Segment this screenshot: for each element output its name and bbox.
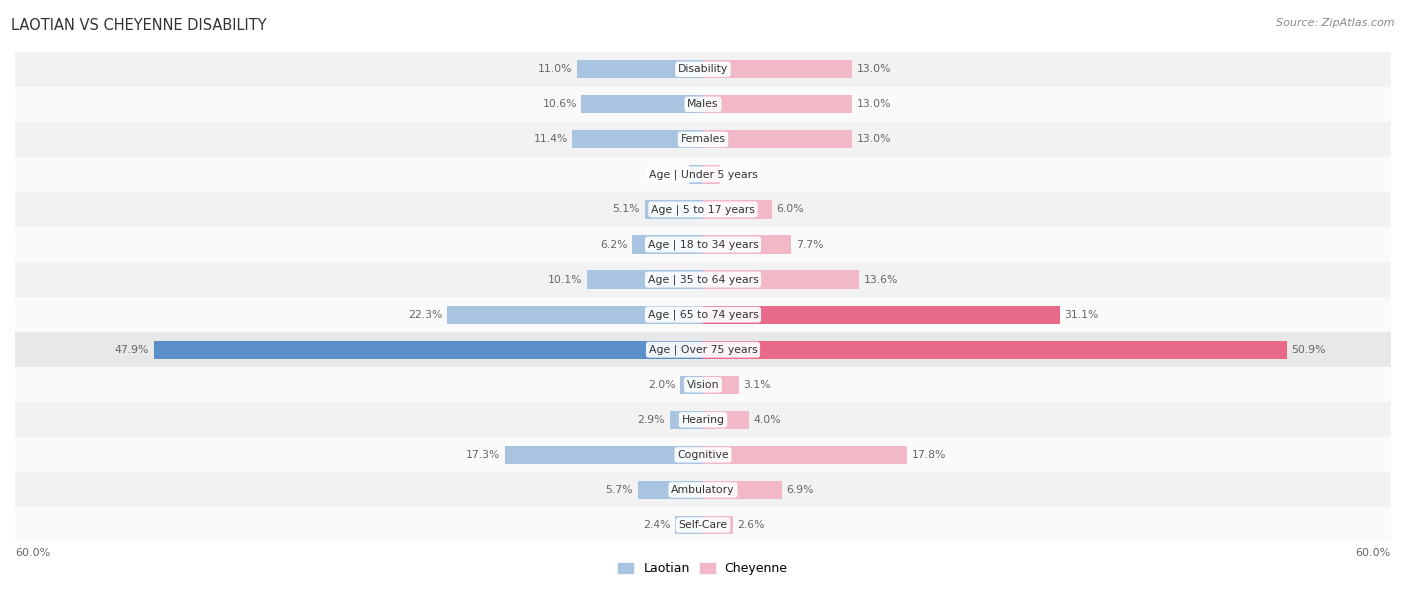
Bar <box>582 95 703 113</box>
Bar <box>703 376 738 394</box>
Text: 2.6%: 2.6% <box>737 520 765 530</box>
Text: 6.0%: 6.0% <box>776 204 804 214</box>
Text: 60.0%: 60.0% <box>1355 548 1391 558</box>
Text: Disability: Disability <box>678 64 728 74</box>
Text: 60.0%: 60.0% <box>15 548 51 558</box>
Bar <box>631 236 703 253</box>
Bar <box>15 262 1391 297</box>
Text: Age | Under 5 years: Age | Under 5 years <box>648 169 758 180</box>
Bar <box>703 271 859 289</box>
Bar <box>669 411 703 429</box>
Bar <box>703 305 1060 324</box>
Bar <box>681 376 703 394</box>
Text: 5.7%: 5.7% <box>606 485 633 495</box>
Text: Source: ZipAtlas.com: Source: ZipAtlas.com <box>1277 18 1395 28</box>
Bar <box>703 516 733 534</box>
Text: Males: Males <box>688 99 718 110</box>
Bar <box>15 157 1391 192</box>
Bar <box>15 438 1391 472</box>
Bar <box>703 95 852 113</box>
Text: 2.9%: 2.9% <box>638 415 665 425</box>
Bar <box>15 297 1391 332</box>
Text: 13.0%: 13.0% <box>856 135 891 144</box>
Bar <box>15 472 1391 507</box>
Bar <box>15 122 1391 157</box>
Text: 47.9%: 47.9% <box>115 345 149 355</box>
Text: Age | 65 to 74 years: Age | 65 to 74 years <box>648 310 758 320</box>
Bar <box>703 446 907 464</box>
Text: 11.4%: 11.4% <box>533 135 568 144</box>
Bar <box>703 236 792 253</box>
Text: 50.9%: 50.9% <box>1291 345 1326 355</box>
Text: 17.8%: 17.8% <box>911 450 946 460</box>
Bar <box>15 367 1391 402</box>
Text: LAOTIAN VS CHEYENNE DISABILITY: LAOTIAN VS CHEYENNE DISABILITY <box>11 18 267 34</box>
Text: 10.1%: 10.1% <box>548 275 582 285</box>
Text: 2.0%: 2.0% <box>648 379 675 390</box>
Text: 7.7%: 7.7% <box>796 239 824 250</box>
Text: 2.4%: 2.4% <box>644 520 671 530</box>
Bar <box>15 52 1391 87</box>
Bar <box>576 60 703 78</box>
Text: 13.6%: 13.6% <box>863 275 898 285</box>
Text: 1.2%: 1.2% <box>657 170 685 179</box>
Bar <box>703 200 772 218</box>
Bar <box>703 340 1286 359</box>
Text: Hearing: Hearing <box>682 415 724 425</box>
Text: Self-Care: Self-Care <box>679 520 727 530</box>
Bar <box>15 192 1391 227</box>
Text: 22.3%: 22.3% <box>408 310 443 319</box>
Text: 31.1%: 31.1% <box>1064 310 1098 319</box>
Bar <box>572 130 703 149</box>
Text: 3.1%: 3.1% <box>744 379 770 390</box>
Text: Females: Females <box>681 135 725 144</box>
Bar <box>675 516 703 534</box>
Bar <box>703 411 749 429</box>
Bar <box>638 481 703 499</box>
Bar <box>153 340 703 359</box>
Bar <box>703 130 852 149</box>
Text: Ambulatory: Ambulatory <box>671 485 735 495</box>
Text: Vision: Vision <box>686 379 720 390</box>
Text: 1.5%: 1.5% <box>724 170 752 179</box>
Bar <box>15 87 1391 122</box>
Text: 10.6%: 10.6% <box>543 99 576 110</box>
Bar <box>15 402 1391 438</box>
Text: 4.0%: 4.0% <box>754 415 782 425</box>
Legend: Laotian, Cheyenne: Laotian, Cheyenne <box>613 558 793 580</box>
Bar <box>588 271 703 289</box>
Bar <box>15 332 1391 367</box>
Text: 13.0%: 13.0% <box>856 64 891 74</box>
Bar <box>703 60 852 78</box>
Bar <box>15 507 1391 542</box>
Text: Age | Over 75 years: Age | Over 75 years <box>648 345 758 355</box>
Text: 5.1%: 5.1% <box>613 204 640 214</box>
Text: 6.9%: 6.9% <box>787 485 814 495</box>
Bar <box>505 446 703 464</box>
Text: Age | 18 to 34 years: Age | 18 to 34 years <box>648 239 758 250</box>
Bar <box>644 200 703 218</box>
Bar <box>703 481 782 499</box>
Text: 6.2%: 6.2% <box>600 239 627 250</box>
Bar <box>447 305 703 324</box>
Text: Age | 35 to 64 years: Age | 35 to 64 years <box>648 274 758 285</box>
Bar <box>15 227 1391 262</box>
Text: 13.0%: 13.0% <box>856 99 891 110</box>
Text: 11.0%: 11.0% <box>537 64 572 74</box>
Text: 17.3%: 17.3% <box>465 450 501 460</box>
Bar <box>689 165 703 184</box>
Text: Cognitive: Cognitive <box>678 450 728 460</box>
Text: Age | 5 to 17 years: Age | 5 to 17 years <box>651 204 755 215</box>
Bar <box>703 165 720 184</box>
